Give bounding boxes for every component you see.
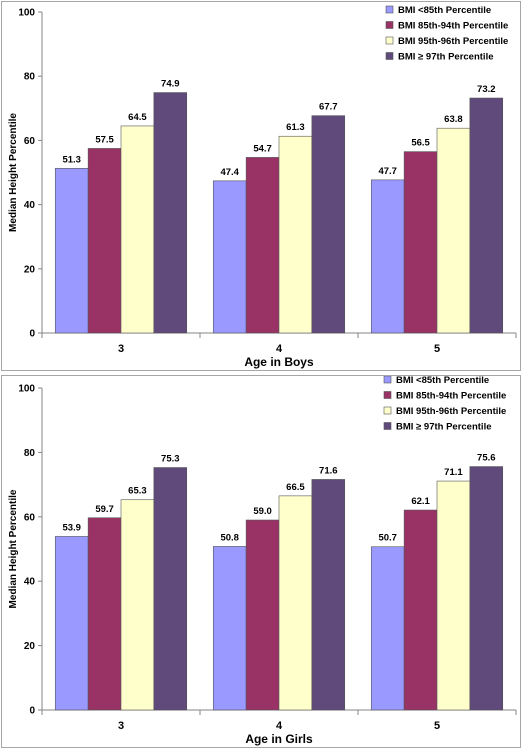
legend-label: BMI 85th-94th Percentile: [398, 21, 508, 32]
y-tick-label: 100: [18, 384, 35, 395]
legend-swatch: [385, 52, 394, 60]
bar: [54, 168, 89, 334]
bar: [212, 546, 247, 711]
bar: [212, 180, 247, 334]
data-label: 47.7: [378, 166, 397, 177]
bar: [245, 519, 280, 711]
data-label: 65.3: [128, 486, 147, 497]
bar: [436, 480, 471, 711]
bar: [370, 546, 405, 711]
y-tick-label: 60: [24, 136, 36, 147]
bar: [153, 92, 188, 334]
data-label: 59.0: [253, 506, 272, 517]
y-tick-label: 80: [24, 448, 36, 459]
x-tick-label: 4: [276, 720, 283, 732]
legend: BMI <85th Percentile BMI 85th-94th Percen…: [385, 5, 508, 63]
bar: [153, 467, 188, 711]
x-axis-title: Age in Girls: [245, 732, 313, 746]
y-tick-label: 40: [24, 200, 36, 211]
bar: [403, 151, 438, 334]
legend-swatch: [385, 5, 394, 14]
y-tick-label: 20: [24, 264, 36, 275]
data-label: 61.3: [286, 122, 305, 133]
legend-swatch: [383, 376, 392, 384]
legend-swatch: [383, 391, 392, 399]
legend: BMI <85th Percentile BMI 85th-94th Percen…: [383, 376, 506, 433]
x-tick-label: 5: [434, 720, 440, 732]
data-label: 66.5: [286, 482, 305, 493]
y-tick-label: 40: [24, 577, 36, 588]
data-label: 56.5: [411, 138, 430, 149]
legend-swatch: [385, 21, 394, 29]
bar: [311, 479, 346, 711]
data-label: 67.7: [319, 102, 338, 113]
bar: [469, 97, 504, 334]
data-label: 57.5: [95, 134, 114, 145]
y-axis-title: Median Height Percentile: [8, 489, 19, 608]
x-tick-label: 3: [118, 720, 124, 732]
bar: [278, 495, 313, 711]
legend-swatch: [385, 36, 394, 45]
bar: [469, 466, 504, 711]
data-label: 75.3: [161, 454, 180, 465]
y-tick-label: 0: [29, 706, 35, 717]
bar: [54, 536, 89, 711]
bar: [120, 125, 155, 334]
bar: [311, 115, 346, 334]
legend-label: BMI 95th-96th Percentile: [398, 36, 508, 47]
bar: [436, 127, 471, 334]
bar: [245, 157, 280, 334]
legend-label: BMI ≥ 97th Percentile: [396, 422, 492, 433]
data-label: 71.1: [444, 467, 463, 478]
data-label: 73.2: [477, 84, 496, 95]
data-label: 62.1: [411, 496, 430, 507]
y-tick-label: 60: [24, 512, 36, 523]
legend-label: BMI <85th Percentile: [396, 376, 489, 386]
y-tick-label: 20: [24, 641, 36, 652]
legend-swatch: [383, 422, 392, 430]
boys-bar-chart: 0 20 40 60 80 100 Median Height Percentile 3 51.…: [8, 5, 517, 369]
legend-label: BMI 85th-94th Percentile: [396, 391, 506, 402]
boys-chart-panel: 0 20 40 60 80 100 Median Height Percentile 3 51.…: [1, 1, 521, 371]
data-label: 75.6: [477, 453, 496, 464]
data-label: 50.8: [220, 532, 239, 543]
bar: [87, 148, 122, 334]
bar: [278, 135, 313, 334]
y-tick-label: 0: [29, 329, 35, 340]
bar: [403, 509, 438, 711]
bar: [370, 179, 405, 334]
legend-swatch: [383, 406, 392, 415]
bar: [120, 499, 155, 711]
data-label: 50.7: [378, 533, 397, 544]
y-axis-title: Median Height Percentile: [8, 113, 19, 232]
y-tick-label: 80: [24, 72, 36, 83]
x-axis-title: Age in Boys: [244, 355, 314, 369]
girls-chart-panel: 0 20 40 60 80 100 Median Height Percentile 3 53.…: [1, 375, 521, 748]
y-tick-label: 100: [18, 8, 35, 19]
bar: [87, 517, 122, 711]
data-label: 63.8: [444, 114, 463, 125]
data-label: 71.6: [319, 465, 338, 476]
data-label: 51.3: [62, 154, 81, 165]
data-label: 54.7: [253, 143, 272, 154]
legend-label: BMI <85th Percentile: [398, 5, 491, 16]
x-tick-label: 3: [118, 343, 124, 355]
legend-label: BMI 95th-96th Percentile: [396, 406, 506, 417]
data-label: 53.9: [62, 522, 81, 533]
data-label: 59.7: [95, 504, 114, 515]
x-tick-label: 5: [434, 343, 440, 355]
data-label: 74.9: [161, 79, 180, 90]
data-label: 47.4: [220, 167, 239, 178]
girls-bar-chart: 0 20 40 60 80 100 Median Height Percentile 3 53.…: [8, 376, 517, 746]
data-label: 64.5: [128, 112, 147, 123]
legend-label: BMI ≥ 97th Percentile: [398, 52, 494, 63]
x-tick-label: 4: [276, 343, 283, 355]
